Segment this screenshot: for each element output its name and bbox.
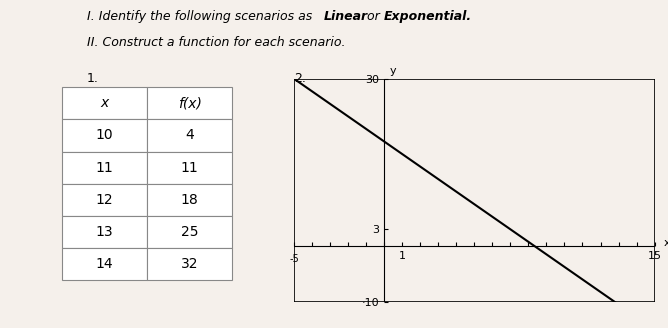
- Text: I. Identify the following scenarios as: I. Identify the following scenarios as: [87, 10, 316, 23]
- Text: y: y: [389, 66, 396, 76]
- Text: -5: -5: [289, 255, 299, 264]
- Text: Linear: Linear: [324, 10, 368, 23]
- Text: II. Construct a function for each scenario.: II. Construct a function for each scenar…: [87, 36, 345, 49]
- Text: or: or: [363, 10, 383, 23]
- Text: Exponential.: Exponential.: [384, 10, 472, 23]
- Text: x: x: [664, 238, 668, 248]
- Text: 1.: 1.: [87, 72, 99, 85]
- Text: 2.: 2.: [294, 72, 306, 85]
